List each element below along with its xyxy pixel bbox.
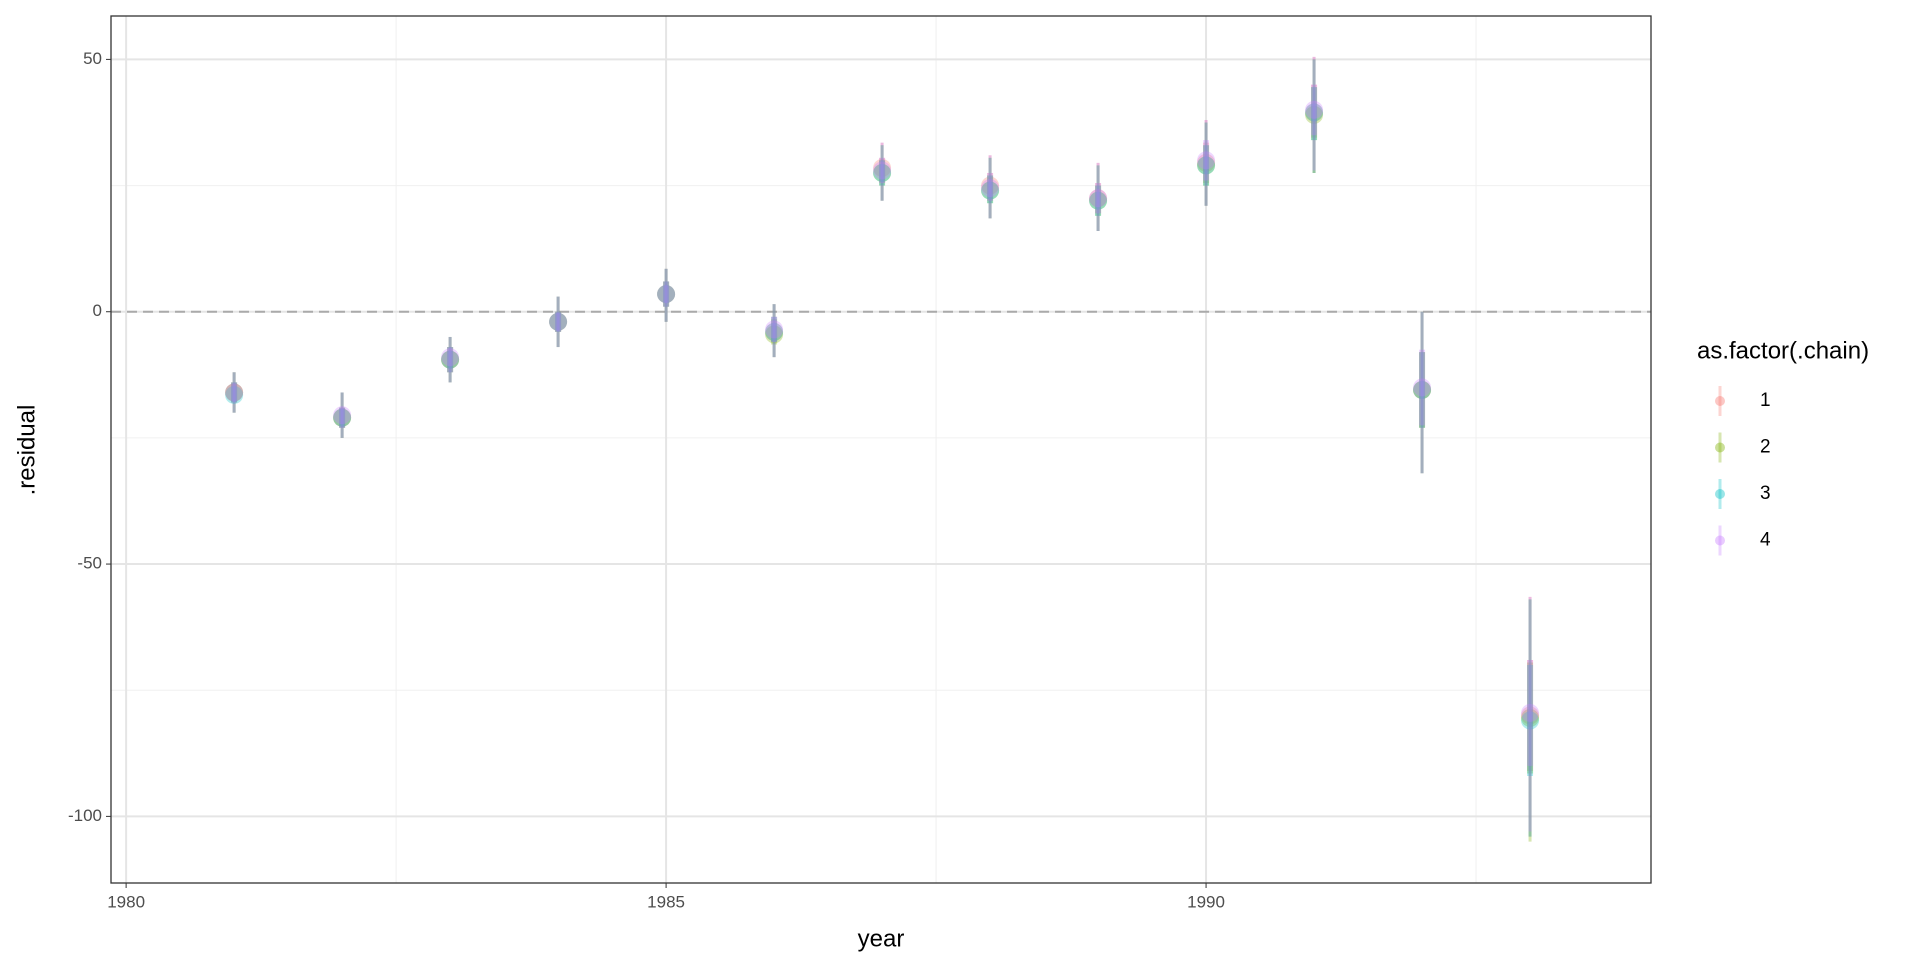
point — [549, 312, 568, 331]
point — [1197, 156, 1216, 175]
point — [873, 163, 892, 182]
legend-label: 2 — [1760, 437, 1771, 458]
point — [981, 181, 1000, 200]
y-axis-label: .residual — [13, 405, 40, 496]
point — [441, 348, 460, 367]
legend-key-point — [1715, 442, 1725, 453]
point — [981, 179, 1000, 198]
point — [873, 161, 892, 180]
point — [1413, 380, 1432, 399]
point — [549, 312, 568, 331]
legend-label: 4 — [1760, 530, 1771, 551]
x-tick-label: 1990 — [1187, 892, 1225, 911]
point — [333, 408, 352, 427]
point — [1197, 153, 1216, 172]
x-tick-label: 1980 — [107, 892, 145, 911]
point — [333, 408, 352, 427]
point — [1413, 378, 1432, 397]
point — [441, 350, 460, 369]
plot-border — [110, 15, 1652, 884]
point — [873, 163, 892, 182]
point — [1521, 708, 1540, 727]
point — [441, 350, 460, 369]
point — [657, 285, 676, 304]
legend-key-point — [1715, 489, 1725, 499]
point — [1305, 103, 1324, 122]
point — [981, 176, 1000, 195]
point — [657, 285, 676, 304]
point — [765, 322, 784, 341]
point — [1413, 380, 1432, 399]
point — [657, 285, 676, 304]
point — [1197, 156, 1216, 175]
point — [1305, 100, 1324, 119]
point — [333, 406, 352, 425]
point — [1305, 103, 1324, 122]
point — [225, 385, 244, 404]
y-tick-label: 0 — [93, 301, 102, 320]
legend-title: as.factor(.chain) — [1697, 337, 1869, 364]
point — [981, 181, 1000, 200]
point — [225, 383, 244, 402]
y-tick-label: -50 — [77, 554, 102, 573]
point — [1521, 703, 1540, 722]
point — [1089, 191, 1108, 210]
point — [1521, 711, 1540, 730]
point — [1089, 189, 1108, 208]
y-tick-label: -100 — [68, 806, 102, 825]
point — [765, 322, 784, 341]
x-axis-label: year — [858, 925, 905, 952]
point — [333, 408, 352, 427]
point — [549, 312, 568, 331]
point — [1521, 706, 1540, 725]
point — [1089, 191, 1108, 210]
legend-label: 3 — [1760, 483, 1771, 504]
point — [765, 325, 784, 344]
point — [873, 158, 892, 177]
point — [225, 383, 244, 402]
legend-key-point — [1715, 535, 1725, 546]
point — [1413, 380, 1432, 399]
x-tick-label: 1985 — [647, 892, 685, 911]
point — [441, 350, 460, 369]
y-tick-label: 50 — [83, 49, 102, 68]
point — [765, 320, 784, 339]
point — [1089, 189, 1108, 208]
point — [549, 312, 568, 331]
legend-key-point — [1715, 396, 1725, 406]
point — [657, 285, 676, 304]
point — [1197, 151, 1216, 170]
point — [225, 383, 244, 402]
legend-label: 1 — [1760, 390, 1771, 411]
point — [1305, 105, 1324, 124]
